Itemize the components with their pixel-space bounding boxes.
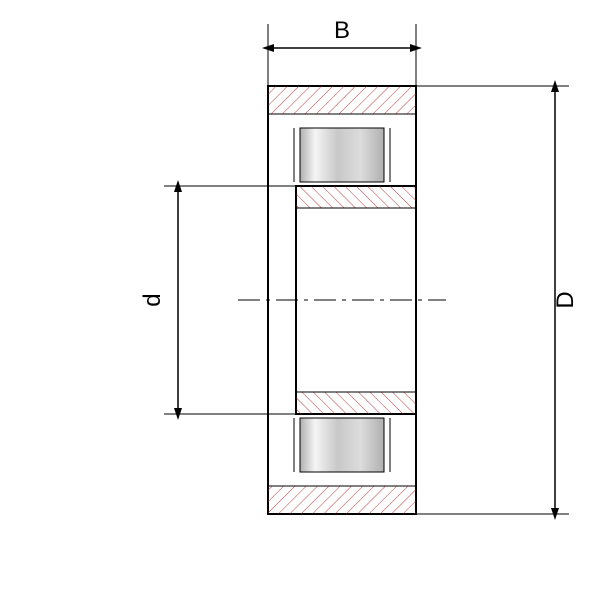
- label-D: D: [552, 291, 579, 308]
- roller-top: [300, 128, 384, 182]
- label-B: B: [334, 17, 350, 44]
- inner-ring-wall-top: [296, 186, 416, 208]
- outer-ring-wall-top: [268, 86, 416, 114]
- label-d: d: [139, 293, 166, 306]
- inner-ring-wall-bottom: [296, 392, 416, 414]
- roller-bottom: [300, 418, 384, 472]
- outer-ring-wall-bottom: [268, 486, 416, 514]
